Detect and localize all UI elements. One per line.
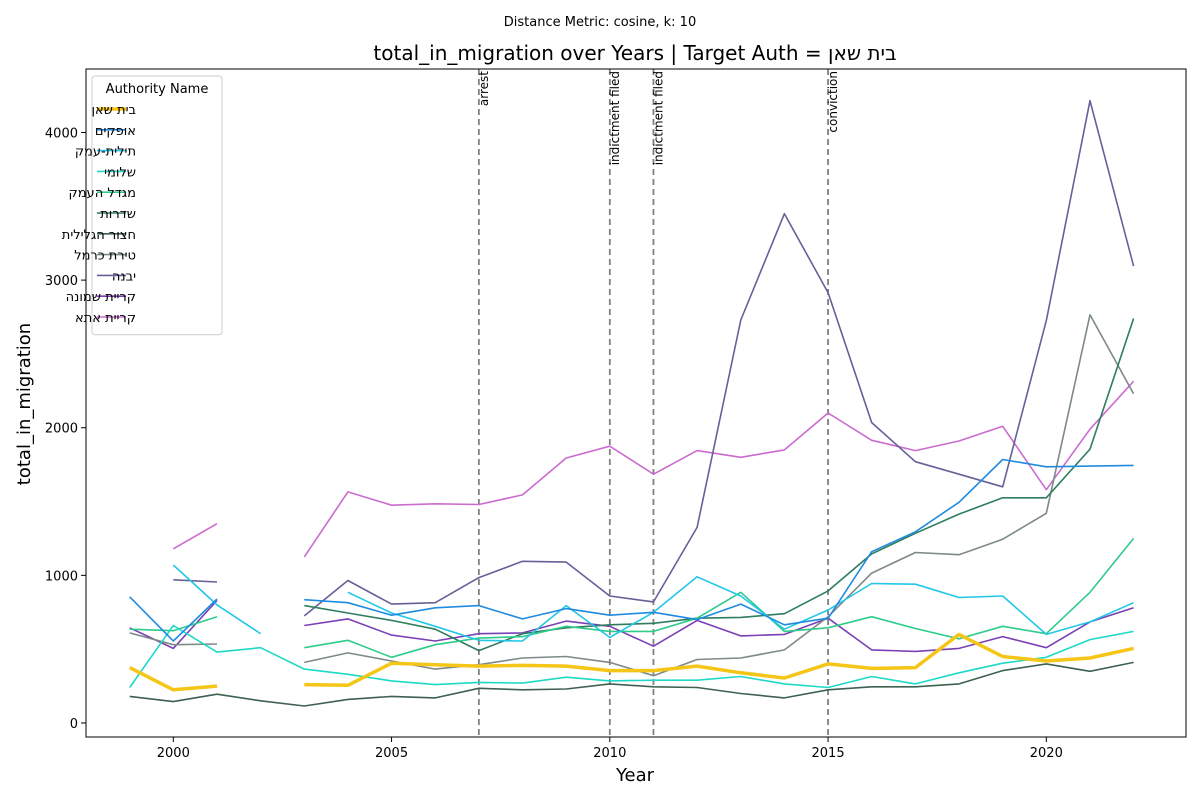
y-tick-label-3: 3000: [45, 274, 78, 289]
event-label-3: conviction: [826, 71, 840, 133]
y-axis-label: total_in_migration: [14, 323, 35, 485]
series-line-5: [304, 318, 1135, 652]
axes: 2000 2005 2010 2015 2020 0 1000 2000 3000 4000: [45, 68, 1187, 761]
x-tick-label-3: 2015: [812, 746, 845, 761]
x-tick-label-2: 2010: [593, 746, 626, 761]
series-line-6: [129, 661, 1134, 707]
legend-label-6: חצור הגלילית: [62, 228, 136, 243]
y-tick-label-0: 0: [70, 717, 78, 732]
legend-box: [91, 75, 223, 336]
legend-label-1: אופקים: [95, 124, 136, 139]
legend-title: Authority Name: [106, 82, 209, 97]
event-label-0: arrest: [477, 71, 491, 106]
chart-title: total_in_migration over Years | Target A…: [373, 41, 896, 65]
series-line-4: [129, 537, 1135, 659]
event-label-1: indictment filed: [608, 71, 622, 165]
legend-label-2: תילית-עמק: [75, 145, 136, 160]
series-line-0: [128, 632, 1134, 692]
legend-label-10: קריית אתא: [75, 311, 136, 326]
y-tick-label-2: 2000: [45, 422, 78, 437]
chart-suptitle: Distance Metric: cosine, k: 10: [504, 15, 696, 30]
legend-label-5: שדרות: [100, 207, 136, 222]
series-line-2: [172, 564, 1134, 642]
series-line-7: [129, 314, 1135, 677]
series-line-8: [173, 99, 1135, 617]
event-label-2: indictment filed: [651, 71, 665, 165]
legend-label-7: טירת כרמל: [74, 249, 136, 264]
series-line-10: [172, 380, 1135, 558]
legend-label-8: יבנה: [112, 269, 136, 284]
plot-area: arrest indictment filed indictment filed co…: [128, 69, 1135, 737]
x-axis-label: Year: [615, 765, 655, 786]
y-tick-label-1: 1000: [45, 569, 78, 584]
plot-frame: [85, 68, 1187, 738]
series-line-9: [129, 599, 1134, 653]
y-tick-label-4: 4000: [45, 126, 78, 141]
legend: Authority Name בית שאן אופקים תילית-עמק שלומ…: [62, 75, 223, 336]
legend-label-3: שלומי: [104, 165, 136, 180]
series-line-1: [129, 458, 1134, 642]
x-tick-label-4: 2020: [1030, 746, 1063, 761]
series-line-3: [129, 624, 1134, 689]
x-tick-label-1: 2005: [375, 746, 408, 761]
legend-label-9: קריית שמונה: [66, 290, 136, 305]
legend-label-4: מגדל העמק: [69, 186, 137, 201]
x-tick-label-0: 2000: [157, 746, 190, 761]
legend-label-0: בית שאן: [91, 103, 136, 118]
